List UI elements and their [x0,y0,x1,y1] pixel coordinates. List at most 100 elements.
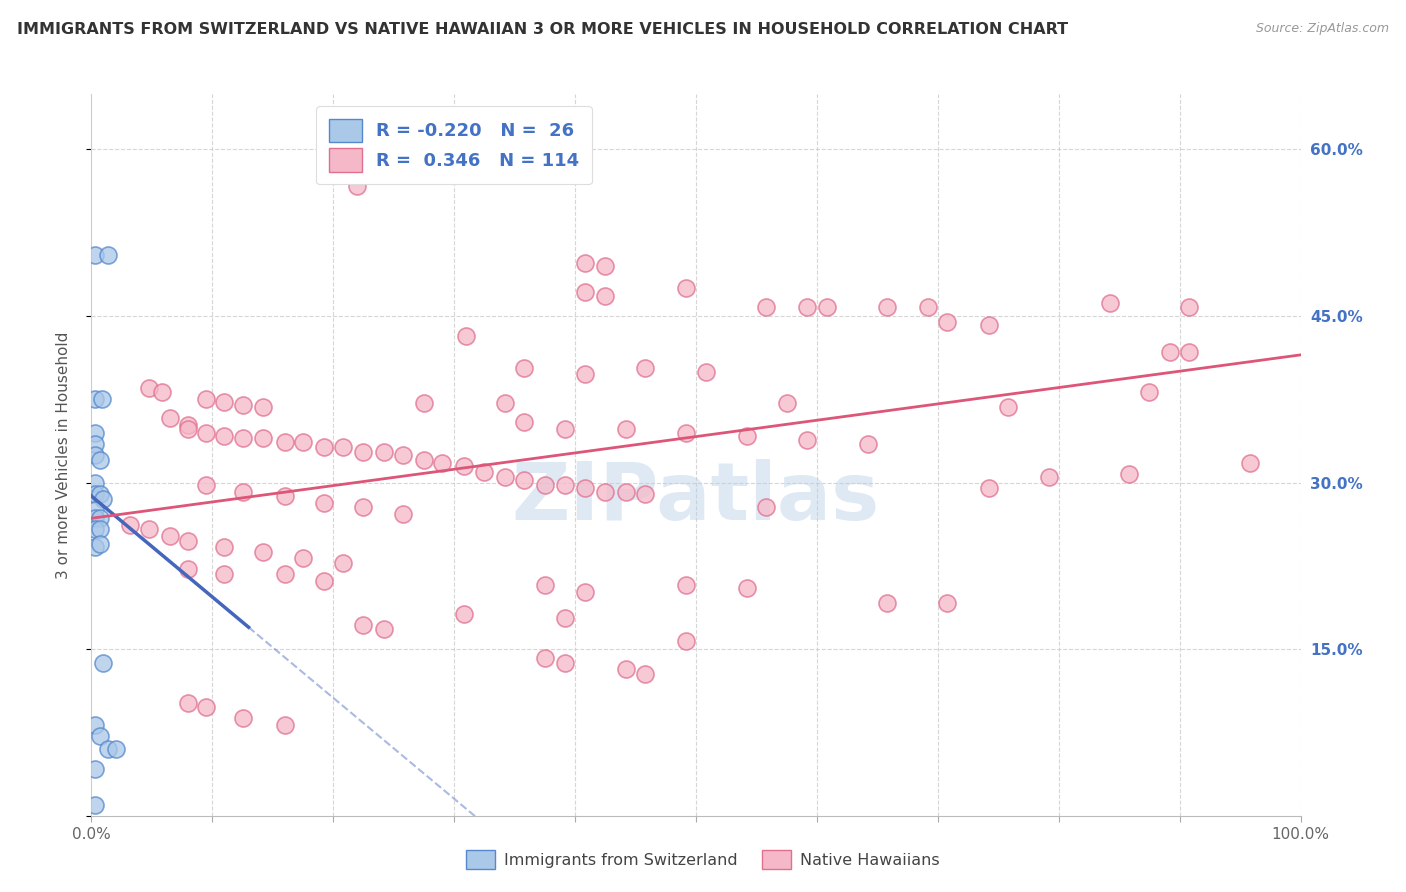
Point [274,566,297,581]
Point [574,584,596,599]
Point [373,444,395,458]
Point [453,607,475,621]
Point [84,437,107,451]
Point [195,478,218,492]
Point [796,300,818,314]
Point [574,285,596,299]
Point [177,422,200,436]
Point [533,478,555,492]
Point [614,484,637,499]
Point [84,487,107,501]
Point [91,392,114,407]
Point [1118,467,1140,481]
Point [93,656,115,670]
Point [675,633,697,648]
Point [346,178,368,193]
Text: Source: ZipAtlas.com: Source: ZipAtlas.com [1256,22,1389,36]
Point [472,465,495,479]
Point [84,798,107,813]
Point [574,367,596,381]
Legend: Immigrants from Switzerland, Native Hawaiians: Immigrants from Switzerland, Native Hawa… [458,842,948,877]
Point [84,718,107,732]
Point [84,475,107,490]
Point [214,540,236,554]
Point [1239,456,1261,470]
Point [231,711,253,725]
Point [1139,384,1161,399]
Point [231,431,253,445]
Point [332,556,354,570]
Point [755,500,778,515]
Point [755,300,778,314]
Point [456,329,478,343]
Point [138,381,160,395]
Point [274,489,297,503]
Point [494,395,516,409]
Point [675,425,697,440]
Point [177,696,200,710]
Point [352,618,374,632]
Point [214,394,236,409]
Point [593,259,616,273]
Point [97,248,120,262]
Point [513,361,536,376]
Point [392,448,415,462]
Point [1178,300,1201,314]
Y-axis label: 3 or more Vehicles in Household: 3 or more Vehicles in Household [56,331,70,579]
Point [634,361,657,376]
Point [89,729,111,743]
Point [453,458,475,473]
Point [89,522,111,536]
Point [1159,344,1181,359]
Point [634,487,657,501]
Point [231,398,253,412]
Point [917,300,939,314]
Point [554,611,576,625]
Point [494,470,516,484]
Point [997,400,1019,414]
Point [84,425,107,440]
Point [513,415,536,429]
Point [312,574,335,588]
Point [84,503,107,517]
Point [291,551,314,566]
Text: IMMIGRANTS FROM SWITZERLAND VS NATIVE HAWAIIAN 3 OR MORE VEHICLES IN HOUSEHOLD C: IMMIGRANTS FROM SWITZERLAND VS NATIVE HA… [17,22,1069,37]
Point [104,742,127,756]
Point [84,763,107,777]
Point [214,429,236,443]
Point [352,444,374,458]
Point [159,411,181,425]
Point [312,496,335,510]
Point [554,422,576,436]
Point [675,578,697,592]
Point [695,365,717,379]
Point [84,522,107,536]
Point [84,540,107,554]
Point [796,434,818,448]
Point [675,281,697,295]
Point [775,395,797,409]
Point [252,544,274,558]
Point [97,742,120,756]
Point [614,422,637,436]
Point [614,663,637,677]
Point [274,718,297,732]
Point [177,562,200,576]
Point [1098,295,1121,310]
Point [554,478,576,492]
Point [735,582,758,596]
Point [735,429,758,443]
Point [1178,344,1201,359]
Point [352,500,374,515]
Point [93,492,115,507]
Point [195,700,218,714]
Point [593,484,616,499]
Point [252,431,274,445]
Point [89,537,111,551]
Point [876,596,898,610]
Point [214,566,236,581]
Point [430,456,453,470]
Point [977,318,1000,332]
Point [89,511,111,525]
Point [138,522,160,536]
